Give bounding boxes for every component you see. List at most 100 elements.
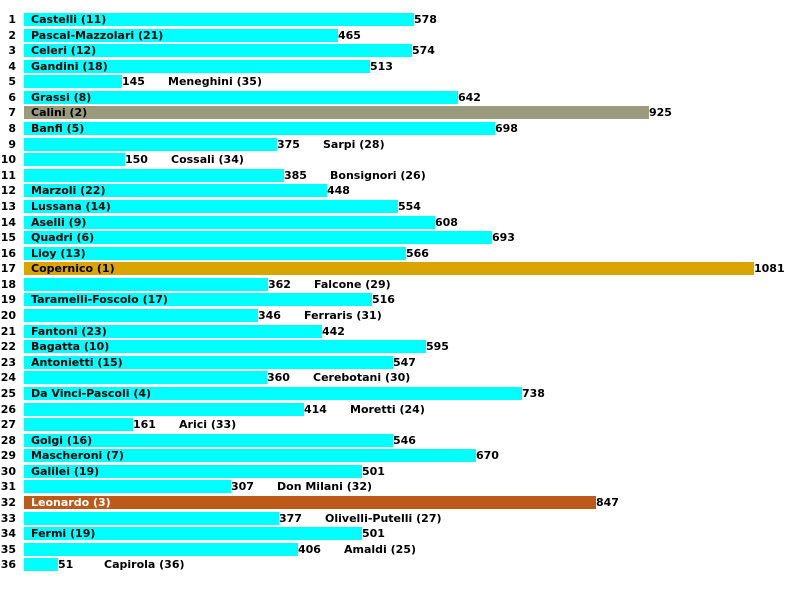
bar [24, 153, 125, 166]
rank-label: 34 [0, 527, 16, 540]
rank-label: 18 [0, 278, 16, 291]
bar-name-label: Lussana (14) [31, 200, 111, 213]
rank-label: 28 [0, 434, 16, 447]
bar-name-label: Golgi (16) [31, 434, 93, 447]
value-label: 578 [414, 13, 437, 26]
bar [24, 29, 338, 42]
bar [24, 418, 133, 431]
bar [24, 169, 284, 182]
rank-label: 20 [0, 309, 16, 322]
value-label: 595 [426, 340, 449, 353]
bar [24, 60, 370, 73]
value-label: 566 [406, 247, 429, 260]
rank-label: 30 [0, 465, 16, 478]
bar-name-label: Fermi (19) [31, 527, 96, 540]
bar [24, 387, 522, 400]
value-label: 642 [458, 91, 481, 104]
bar [24, 465, 362, 478]
bar [24, 496, 596, 509]
bar-name-label: Celeri (12) [31, 44, 97, 57]
bar [24, 91, 458, 104]
bar [24, 434, 393, 447]
bar [24, 44, 412, 57]
bar-name-label: Meneghini (35) [168, 75, 262, 88]
bar [24, 371, 267, 384]
bar-name-label: Quadri (6) [31, 231, 95, 244]
rank-label: 13 [0, 200, 16, 213]
rank-label: 11 [0, 169, 16, 182]
rank-label: 32 [0, 496, 16, 509]
value-label: 346 [258, 309, 281, 322]
rank-label: 3 [8, 44, 16, 57]
bar-name-label: Castelli (11) [31, 13, 107, 26]
rank-label: 5 [8, 75, 16, 88]
rank-label: 24 [0, 371, 16, 384]
rank-label: 31 [0, 480, 16, 493]
value-label: 377 [279, 512, 302, 525]
rank-label: 16 [0, 247, 16, 260]
bar-name-label: Marzoli (22) [31, 184, 106, 197]
rank-label: 15 [0, 231, 16, 244]
rank-label: 9 [8, 138, 16, 151]
value-label: 442 [322, 325, 345, 338]
bar-name-label: Banfi (5) [31, 122, 85, 135]
bar-name-label: Don Milani (32) [277, 480, 373, 493]
bar-name-label: Cerebotani (30) [313, 371, 411, 384]
bar [24, 13, 414, 26]
value-label: 501 [362, 527, 385, 540]
value-label: 698 [495, 122, 518, 135]
bar-name-label: Amaldi (25) [344, 543, 417, 556]
rank-label: 21 [0, 325, 16, 338]
bar-name-label: Galilei (19) [31, 465, 100, 478]
rank-label: 8 [8, 122, 16, 135]
value-label: 150 [125, 153, 148, 166]
value-label: 307 [231, 480, 254, 493]
value-label: 670 [476, 449, 499, 462]
value-label: 161 [133, 418, 156, 431]
value-label: 513 [370, 60, 393, 73]
value-label: 51 [58, 558, 74, 571]
value-label: 465 [338, 29, 361, 42]
rank-label: 27 [0, 418, 16, 431]
value-label: 738 [522, 387, 545, 400]
bar-name-label: Grassi (8) [31, 91, 92, 104]
bar-name-label: Capirola (36) [104, 558, 185, 571]
bar [24, 512, 279, 525]
bar [24, 200, 398, 213]
bar [24, 356, 393, 369]
bar-name-label: Ferraris (31) [304, 309, 382, 322]
rank-label: 17 [0, 262, 16, 275]
bar [24, 403, 304, 416]
rank-label: 26 [0, 403, 16, 416]
value-label: 362 [268, 278, 291, 291]
bar [24, 216, 435, 229]
rank-label: 25 [0, 387, 16, 400]
bar-name-label: Fantoni (23) [31, 325, 107, 338]
value-label: 574 [412, 44, 435, 57]
bar [24, 480, 231, 493]
bar-name-label: Falcone (29) [314, 278, 391, 291]
bar-name-label: Sarpi (28) [323, 138, 385, 151]
value-label: 501 [362, 465, 385, 478]
bar-name-label: Copernico (1) [31, 262, 115, 275]
bar-name-label: Taramelli-Foscolo (17) [31, 293, 168, 306]
value-label: 1081 [754, 262, 785, 275]
bar [24, 309, 258, 322]
bar [24, 543, 298, 556]
bar-name-label: Aselli (9) [31, 216, 87, 229]
value-label: 360 [267, 371, 290, 384]
value-label: 145 [122, 75, 145, 88]
rank-label: 19 [0, 293, 16, 306]
rank-label: 35 [0, 543, 16, 556]
bar [24, 106, 649, 119]
value-label: 406 [298, 543, 321, 556]
value-label: 847 [596, 496, 619, 509]
bar-name-label: Da Vinci-Pascoli (4) [31, 387, 152, 400]
bar-name-label: Lioy (13) [31, 247, 86, 260]
bar [24, 262, 754, 275]
bar [24, 231, 492, 244]
value-label: 693 [492, 231, 515, 244]
value-label: 414 [304, 403, 327, 416]
rank-label: 29 [0, 449, 16, 462]
